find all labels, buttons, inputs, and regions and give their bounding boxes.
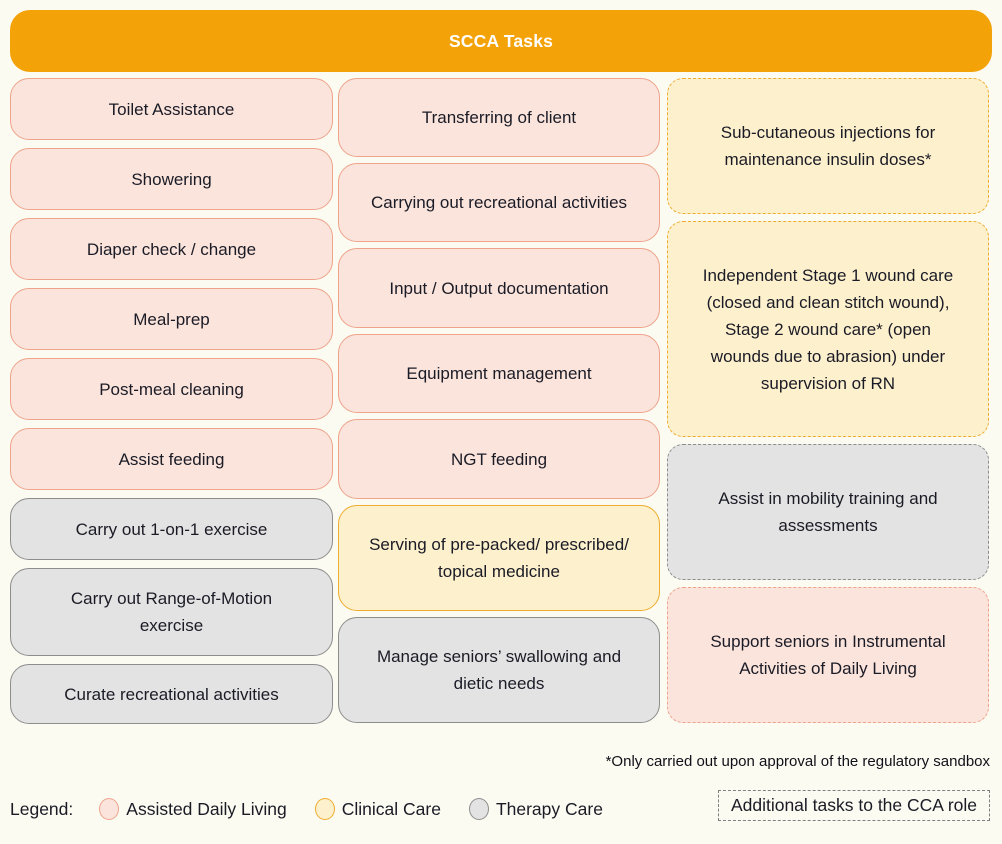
legend-item-label: Clinical Care [341, 798, 441, 819]
task-card: Equipment management [338, 334, 660, 413]
legend: Legend: Assisted Daily Living Clinical C… [10, 792, 631, 826]
legend-item-clinical-care: Clinical Care [314, 798, 441, 820]
legend-item-label: Assisted Daily Living [126, 798, 287, 819]
additional-tasks-note: Additional tasks to the CCA role [718, 790, 990, 821]
task-card: NGT feeding [338, 419, 660, 499]
task-card: Support seniors in Instrumental Activiti… [667, 587, 989, 723]
column-left: Toilet Assistance Showering Diaper check… [10, 78, 333, 724]
diagram-title: SCCA Tasks [10, 10, 992, 72]
task-card: Transferring of client [338, 78, 660, 157]
legend-swatch-adl-icon [99, 798, 120, 820]
legend-item-therapy-care: Therapy Care [468, 798, 603, 820]
task-card: Toilet Assistance [10, 78, 333, 140]
task-card: Assist in mobility training and assessme… [667, 444, 989, 580]
task-card: Serving of pre-packed/ prescribed/ topic… [338, 505, 660, 611]
task-card: Meal-prep [10, 288, 333, 350]
footnote: *Only carried out upon approval of the r… [605, 753, 990, 770]
task-card: Carry out 1-on-1 exercise [10, 498, 333, 560]
task-card: Sub-cutaneous injections for maintenance… [667, 78, 989, 214]
task-card: Independent Stage 1 wound care (closed a… [667, 221, 989, 437]
task-card: Post-meal cleaning [10, 358, 333, 420]
legend-item-label: Therapy Care [495, 798, 603, 819]
task-card: Curate recreational activities [10, 664, 333, 724]
task-card: Assist feeding [10, 428, 333, 490]
task-card: Diaper check / change [10, 218, 333, 280]
task-card: Carry out Range-of-Motion exercise [10, 568, 333, 656]
task-card: Carrying out recreational activities [338, 163, 660, 242]
legend-item-assisted-daily-living: Assisted Daily Living [99, 798, 287, 820]
legend-swatch-therapy-icon [468, 798, 489, 820]
task-card: Manage seniors’ swallowing and dietic ne… [338, 617, 660, 723]
legend-title: Legend: [10, 798, 74, 819]
legend-swatch-clinical-icon [314, 798, 335, 820]
task-card: Input / Output documentation [338, 248, 660, 328]
column-right-additional-tasks: Sub-cutaneous injections for maintenance… [667, 78, 989, 723]
column-middle: Transferring of client Carrying out recr… [338, 78, 660, 723]
task-card: Showering [10, 148, 333, 210]
